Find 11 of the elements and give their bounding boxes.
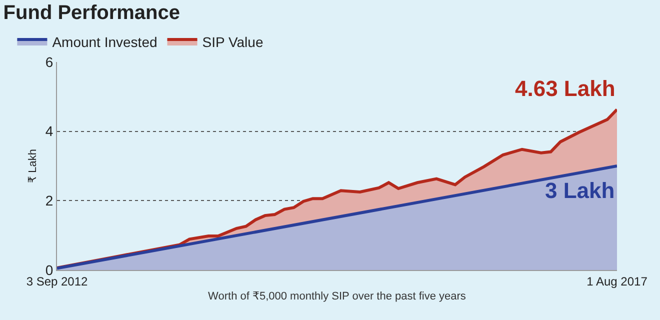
annotation: 4.63 Lakh [515, 76, 616, 101]
y-tick-label: 4 [45, 123, 54, 140]
y-tick-label: 6 [45, 54, 54, 70]
y-tick-label: 2 [45, 192, 54, 209]
legend-label: Amount Invested [52, 34, 158, 50]
x-tick-label: 1 Aug 2017 [586, 274, 648, 288]
chart-title: Fund Performance [3, 2, 180, 24]
legend-label: SIP Value [202, 34, 264, 50]
y-axis-title: ₹ Lakh [27, 149, 40, 183]
annotation: 3 Lakh [545, 178, 615, 203]
x-axis-title: Worth of ₹5,000 monthly SIP over the past five years [208, 290, 466, 303]
